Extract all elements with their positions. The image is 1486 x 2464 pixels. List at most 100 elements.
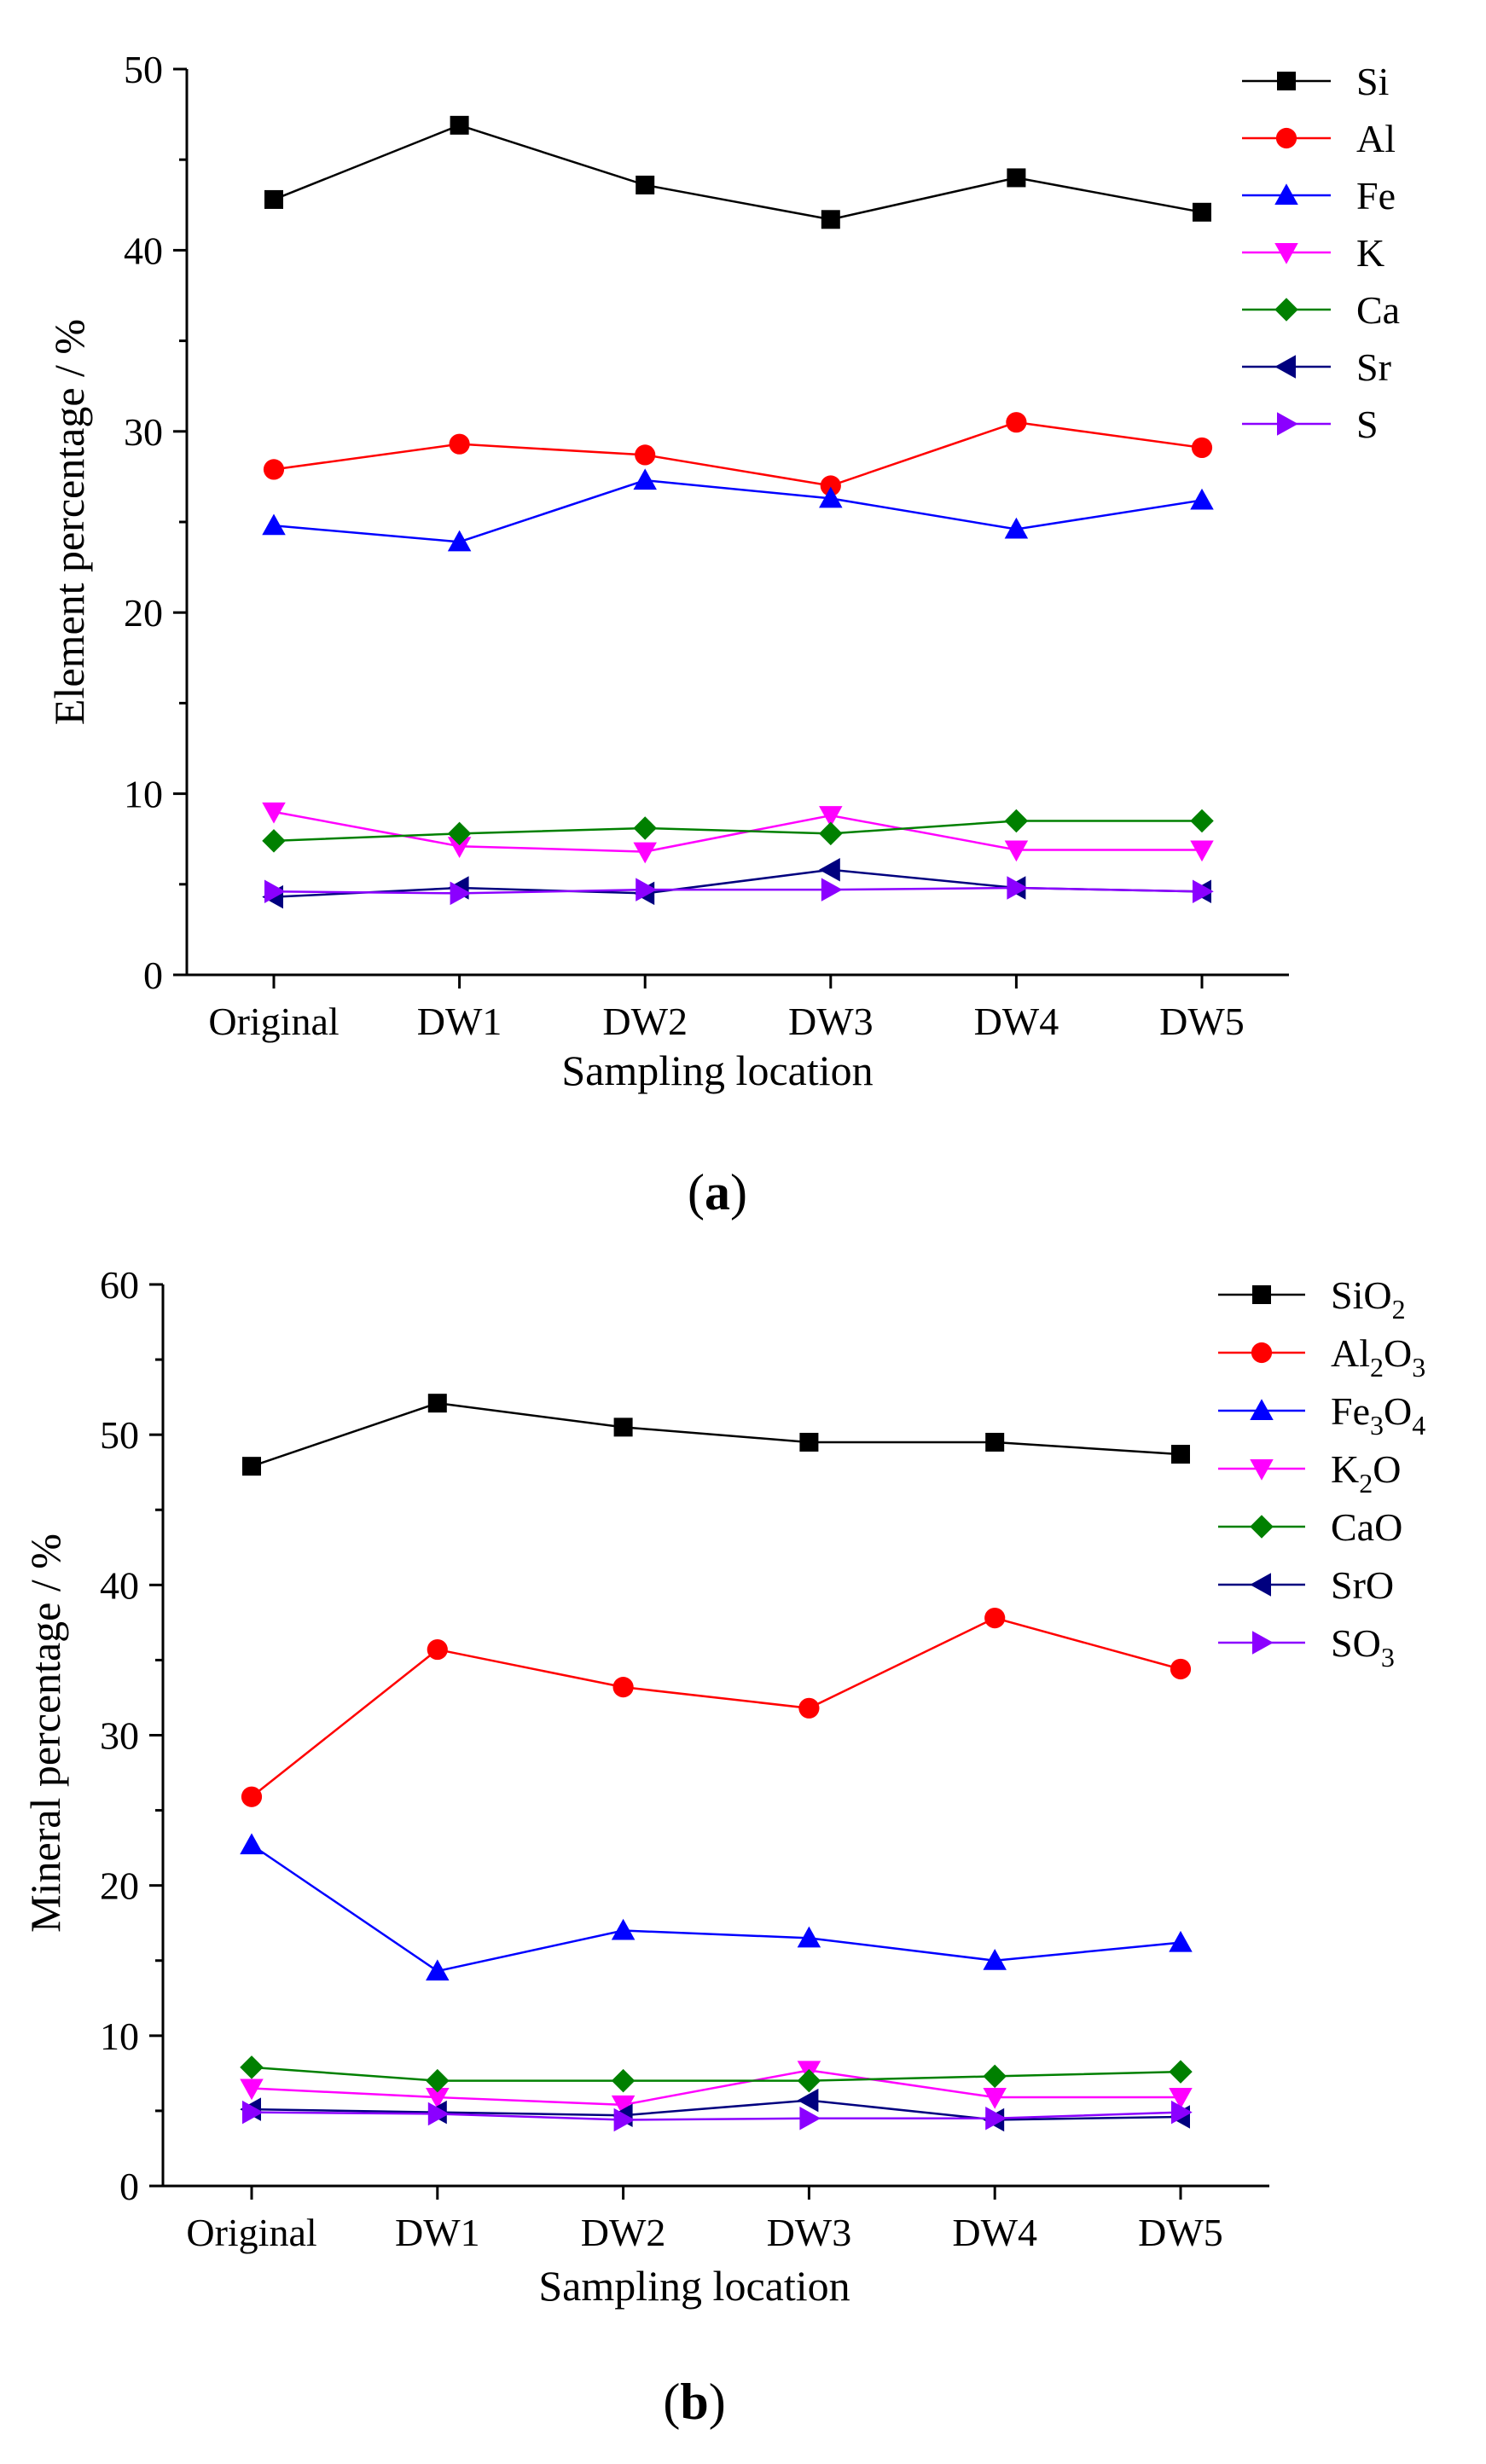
legend-label: Al bbox=[1356, 117, 1396, 160]
data-point bbox=[1171, 1445, 1190, 1464]
data-point bbox=[447, 530, 472, 552]
legend-marker bbox=[1250, 1459, 1274, 1481]
x-tick-label: DW4 bbox=[952, 2211, 1037, 2254]
data-point bbox=[611, 1918, 636, 1940]
chart-panel-b: 0 10 20 30 40 50 60 Original DW1 DW2 DW3 DW4 DW5 Mine… bbox=[21, 1263, 1425, 2430]
series-line-al bbox=[251, 1616, 1181, 1798]
y-tick-label: 0 bbox=[143, 954, 163, 997]
x-tick-label: DW1 bbox=[417, 1000, 502, 1043]
legend-marker bbox=[1275, 127, 1297, 149]
y-tick-label: 30 bbox=[100, 1714, 139, 1758]
data-point bbox=[798, 1697, 820, 1719]
series-line-fe bbox=[273, 478, 1203, 543]
data-point bbox=[1190, 488, 1214, 510]
series-line-k bbox=[273, 810, 1202, 853]
y-tick-label: 60 bbox=[100, 1263, 139, 1307]
y-tick-label: 50 bbox=[124, 48, 163, 91]
x-tick-label: DW4 bbox=[974, 1000, 1059, 1043]
data-point bbox=[1193, 879, 1214, 904]
data-point bbox=[1190, 809, 1214, 833]
data-point bbox=[1170, 1658, 1192, 1680]
y-tick-label: 10 bbox=[124, 773, 163, 816]
data-point bbox=[240, 2078, 264, 2101]
data-point bbox=[635, 444, 656, 466]
data-point bbox=[427, 1638, 448, 1661]
legend-marker bbox=[1274, 183, 1298, 205]
data-point bbox=[447, 837, 472, 858]
data-point bbox=[633, 468, 657, 490]
data-point bbox=[427, 2102, 450, 2126]
x-tick-label: DW3 bbox=[788, 1000, 874, 1043]
x-tick-label: DW3 bbox=[767, 2211, 852, 2254]
data-point bbox=[819, 486, 843, 508]
legend-label: SiO2 bbox=[1331, 1273, 1406, 1325]
x-axis-title: Sampling location bbox=[561, 1046, 873, 1094]
legend-label: Ca bbox=[1356, 288, 1400, 332]
series-line-si bbox=[273, 124, 1203, 221]
data-point bbox=[985, 2106, 1007, 2131]
y-tick-label: 30 bbox=[124, 410, 163, 454]
data-point bbox=[241, 1786, 263, 1807]
legend-marker bbox=[1250, 1399, 1274, 1420]
data-point bbox=[1007, 168, 1026, 188]
data-point bbox=[262, 829, 286, 853]
data-point bbox=[612, 1677, 634, 1698]
data-point bbox=[427, 1394, 447, 1413]
data-point bbox=[242, 2100, 264, 2125]
data-point bbox=[983, 2088, 1007, 2109]
data-point bbox=[449, 433, 470, 455]
data-point bbox=[240, 1833, 264, 1855]
data-point bbox=[1004, 517, 1029, 539]
legend-label: S bbox=[1356, 403, 1379, 446]
data-point bbox=[426, 1959, 450, 1981]
data-point bbox=[1006, 412, 1027, 433]
y-tick-label: 20 bbox=[124, 591, 163, 635]
x-tick-label: DW5 bbox=[1159, 1000, 1245, 1043]
series-line-k bbox=[251, 2069, 1181, 2107]
legend-marker bbox=[1277, 72, 1296, 90]
series-line-s bbox=[273, 886, 1203, 895]
legend-marker bbox=[1251, 1342, 1273, 1364]
legend-marker bbox=[1277, 412, 1298, 436]
y-tick-label: 20 bbox=[100, 1864, 139, 1908]
data-point bbox=[1004, 840, 1029, 862]
x-tick-label: DW2 bbox=[581, 2211, 666, 2254]
series-line-sio bbox=[251, 1401, 1181, 1468]
data-point bbox=[1191, 437, 1213, 459]
y-tick-label: 40 bbox=[100, 1563, 139, 1607]
x-tick-label: DW1 bbox=[395, 2211, 480, 2254]
data-point bbox=[426, 2068, 450, 2093]
data-point bbox=[984, 1607, 1006, 1629]
data-point bbox=[613, 1418, 633, 1437]
data-point bbox=[1169, 1930, 1193, 1952]
data-point bbox=[820, 475, 841, 496]
data-point bbox=[819, 858, 840, 882]
legend-label: SrO bbox=[1331, 1563, 1394, 1607]
data-point bbox=[426, 2088, 450, 2109]
legend-label: Al2O3 bbox=[1331, 1331, 1425, 1383]
data-point bbox=[450, 881, 472, 906]
data-point bbox=[262, 513, 286, 536]
data-point bbox=[799, 1432, 819, 1452]
x-tick-label: Original bbox=[208, 1000, 339, 1043]
data-point bbox=[1190, 840, 1214, 862]
data-point bbox=[1169, 2088, 1193, 2109]
y-tick-label: 0 bbox=[119, 2165, 139, 2208]
series-line-cao bbox=[251, 2066, 1181, 2082]
data-point bbox=[985, 1432, 1005, 1452]
data-point bbox=[240, 2055, 264, 2079]
legend-label: CaO bbox=[1331, 1505, 1402, 1549]
data-point bbox=[983, 2064, 1007, 2089]
data-point bbox=[611, 2068, 636, 2093]
series-line-sro bbox=[251, 2099, 1181, 2121]
series-line-ca bbox=[273, 820, 1202, 843]
data-point bbox=[821, 878, 843, 902]
x-axis-title: Sampling location bbox=[538, 2262, 850, 2310]
series-line-al bbox=[273, 420, 1203, 487]
data-point bbox=[983, 1949, 1007, 1970]
data-point bbox=[1004, 809, 1029, 833]
legend-marker bbox=[1250, 1515, 1274, 1539]
legend-marker bbox=[1274, 243, 1298, 264]
data-point bbox=[611, 2095, 636, 2117]
